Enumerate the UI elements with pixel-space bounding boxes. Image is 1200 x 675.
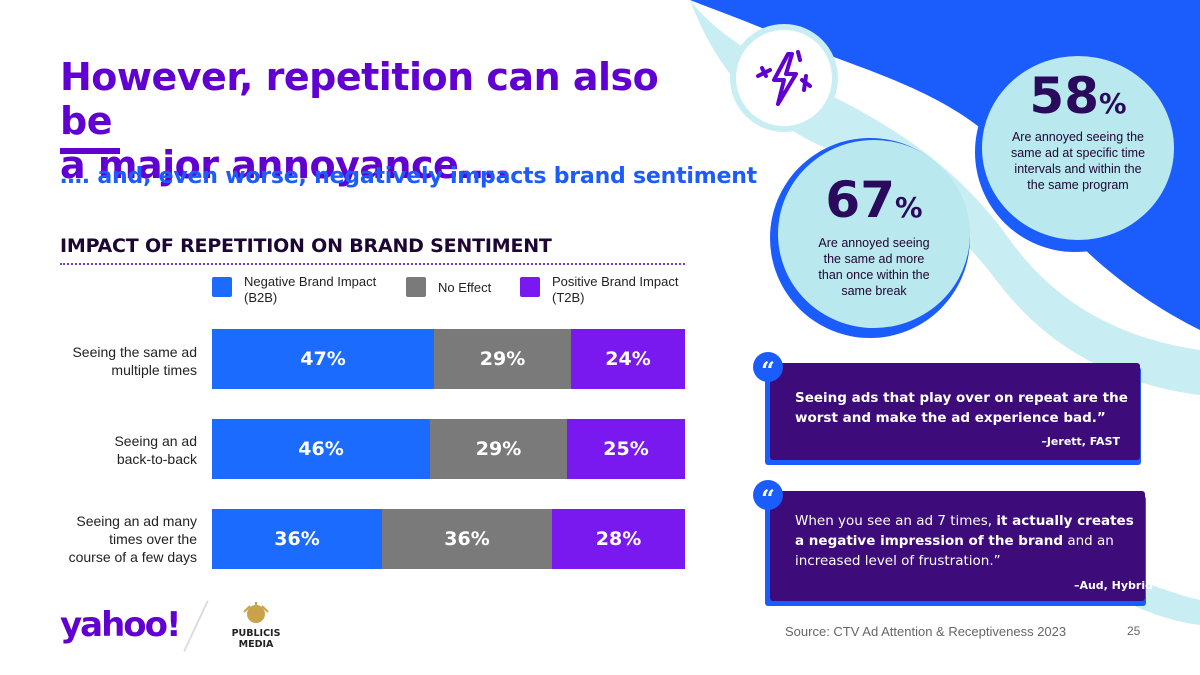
- category-label-back-to-back: Seeing an ad back-to-back: [12, 432, 197, 468]
- bar-segment-negative: 47%: [212, 329, 434, 389]
- quote-1-attribution: –Jerett, FAST: [1041, 435, 1120, 448]
- quote-1-mark: “: [753, 352, 783, 385]
- bar-segment-negative: 46%: [212, 419, 430, 479]
- stat-58-value: 58%: [982, 66, 1174, 134]
- category-label-line: multiple times: [111, 362, 197, 378]
- legend-label-line: (T2B): [552, 290, 585, 305]
- lightning-icon: [736, 30, 832, 126]
- stat-text-line: same break: [841, 284, 907, 298]
- sparkle-top: [796, 50, 802, 62]
- yahoo-logo: yahoo!: [60, 605, 182, 645]
- bar-segment-positive: 28%: [552, 509, 685, 569]
- category-label-line: Seeing an ad many: [76, 513, 197, 529]
- stat-58-bubble: [982, 56, 1174, 240]
- quote-2-mark: “: [753, 480, 783, 513]
- quote-1-text: Seeing ads that play over on repeat are …: [795, 390, 1128, 426]
- publicis-lion-icon: [243, 602, 269, 623]
- lightning-bolt-shape: [772, 52, 798, 106]
- bar-data-label: 36%: [444, 528, 490, 550]
- bar-data-label: 25%: [603, 438, 649, 460]
- bar-data-label: 29%: [479, 348, 526, 370]
- stat-value-unit: %: [1099, 88, 1127, 120]
- bar-data-label: 47%: [300, 348, 346, 370]
- bar-segment-no-effect: 29%: [434, 329, 571, 389]
- publicis-text-line: MEDIA: [238, 639, 274, 650]
- bar-segment-negative: 36%: [212, 509, 382, 569]
- bar-data-label: 28%: [595, 528, 642, 550]
- legend-label-line: (B2B): [244, 290, 278, 305]
- category-label-line: course of a few days: [68, 549, 197, 565]
- legend-label-positive: Positive Brand Impact (T2B): [552, 274, 678, 306]
- bar-data-label: 36%: [274, 528, 320, 550]
- source-note: Source: CTV Ad Attention & Receptiveness…: [785, 624, 1067, 639]
- stat-value-number: 58: [1029, 67, 1100, 125]
- category-label-line: back-to-back: [116, 451, 197, 467]
- publicis-text-line: PUBLICIS: [231, 628, 281, 639]
- chart-title: IMPACT OF REPETITION ON BRAND SENTIMENT: [60, 235, 552, 257]
- legend-label-negative: Negative Brand Impact (B2B): [244, 274, 376, 306]
- stat-value-number: 67: [825, 171, 896, 229]
- stat-value-unit: %: [895, 192, 923, 224]
- quote-2-segment: When you see an ad 7 times,: [795, 513, 997, 529]
- legend-swatch-no-effect: [406, 277, 426, 297]
- legend-swatch-positive: [520, 277, 540, 297]
- bar-data-label: 29%: [475, 438, 522, 460]
- stat-67-value: 67%: [778, 170, 970, 238]
- category-label-line: Seeing an ad: [114, 433, 197, 449]
- stat-text-line: Are annoyed seeing the: [1011, 130, 1145, 144]
- chart-title-divider: [60, 263, 685, 265]
- legend-label-no-effect: No Effect: [438, 280, 492, 295]
- quote-2-attribution: –Aud, Hybrid: [1073, 579, 1153, 592]
- category-label-same-ad: Seeing the same ad multiple times: [12, 343, 197, 379]
- stat-67-bubble: [778, 140, 970, 328]
- quote-2-segment: and an increased level of frustration.”: [795, 533, 1114, 569]
- bar-segment-positive: 24%: [571, 329, 685, 389]
- category-label-few-days: Seeing an ad many times over the course …: [12, 512, 197, 566]
- legend-label-line: Positive Brand Impact: [552, 274, 679, 289]
- page-title: However, repetition can also be a major …: [60, 55, 720, 187]
- bar-segment-no-effect: 36%: [382, 509, 552, 569]
- legend-label-line: Negative Brand Impact: [244, 274, 377, 289]
- stat-text-line: Are annoyed seeing: [818, 236, 930, 250]
- bar-data-label: 46%: [298, 438, 344, 460]
- sparkle-right: [800, 74, 812, 92]
- quote-2-text: When you see an ad 7 times, it actually …: [795, 511, 1135, 571]
- stat-text-line: intervals and within the: [1014, 162, 1142, 176]
- stat-text-line: same ad at specific time: [1010, 146, 1146, 160]
- bar-segment-no-effect: 29%: [430, 419, 567, 479]
- category-label-line: Seeing the same ad: [72, 344, 197, 360]
- page-number: 25: [1127, 624, 1141, 638]
- stat-67-text: Are annoyed seeing the same ad more than…: [798, 235, 950, 299]
- publicis-media-logo: PUBLICIS MEDIA: [218, 600, 294, 650]
- quote-1-box: [770, 363, 1140, 460]
- subtitle: …. and, even worse, negatively impacts b…: [60, 164, 757, 189]
- stat-text-line: the same program: [1027, 178, 1129, 192]
- title-underline: [60, 148, 120, 154]
- category-label-line: times over the: [109, 531, 197, 547]
- quote-2-segment-bold: it actually creates a negative impressio…: [795, 513, 1134, 549]
- stat-text-line: than once within the: [818, 268, 930, 282]
- quote-2-box: [770, 491, 1145, 601]
- title-line-1: However, repetition can also be: [60, 55, 659, 143]
- stacked-bar-chart: 47% 29% 24% 46% 29% 25% 36% 36% 28%: [212, 329, 685, 569]
- stat-text-line: the same ad more: [823, 252, 925, 266]
- stat-58-text: Are annoyed seeing the same ad at specif…: [994, 129, 1162, 193]
- bar-data-label: 24%: [605, 348, 651, 370]
- bar-segment-positive: 25%: [567, 419, 685, 479]
- legend-swatch-negative: [212, 277, 232, 297]
- title-line-2: a major annoyance….: [60, 143, 510, 187]
- sparkle-left: [756, 66, 772, 78]
